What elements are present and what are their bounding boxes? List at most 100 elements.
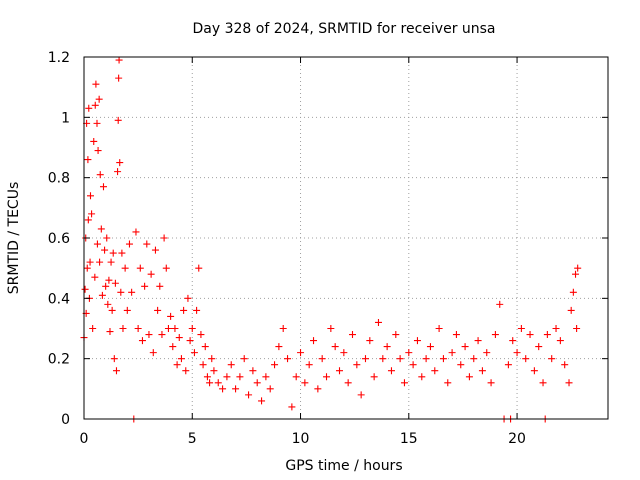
data-point [128,288,136,296]
data-point [310,337,318,345]
data-point [90,137,98,145]
data-point [279,325,287,332]
data-point [117,288,125,296]
data-point [327,325,335,332]
data-point [318,355,326,363]
data-point [188,325,196,332]
data-point [448,349,456,357]
data-point [93,119,101,127]
data-point [383,343,391,351]
data-point [106,328,114,336]
data-point [115,74,123,82]
data-point [513,349,521,357]
data-point [151,246,159,254]
data-point [561,361,569,369]
data-point [240,355,248,363]
data-point [208,355,216,363]
data-point [203,373,211,381]
data-point [236,373,244,381]
data-point [110,355,118,363]
data-point [543,331,551,339]
y-axis-label: SRMTID / TECUs [6,182,22,295]
data-point [199,361,207,369]
data-point [232,385,240,393]
data-point [357,391,365,399]
y-tick-label: 1 [61,110,70,126]
data-point [249,367,257,375]
data-point [266,385,274,393]
data-point [107,258,115,266]
data-point [284,355,292,363]
data-point [465,373,473,381]
data-point [539,379,547,387]
data-point [182,367,190,375]
data-point [392,331,400,339]
data-point [195,264,203,272]
data-point [88,210,96,218]
data-point [478,367,486,375]
data-point [418,373,426,381]
data-point [175,334,183,342]
data-point [574,264,582,272]
data-point [405,349,413,357]
data-point [253,379,261,387]
data-point [314,385,322,393]
data-point [84,216,92,224]
x-tick-label: 20 [508,431,526,447]
data-point [206,379,214,387]
data-point [177,355,185,363]
data-point [426,343,434,351]
x-tick-label: 5 [188,431,197,447]
data-point [340,349,348,357]
data-point [108,306,116,314]
data-point [271,361,279,369]
x-axis-label: GPS time / hours [285,458,402,474]
data-point [210,367,218,375]
data-point [522,355,530,363]
data-point [95,95,103,103]
axis-tick-labels: 0 5 10 15 20 0 0.2 0.4 0.6 0.8 1 1.2 [48,50,526,447]
data-point [121,264,129,272]
data-point [370,373,378,381]
data-point [387,367,395,375]
x-tick-label: 15 [400,431,418,447]
data-point [331,343,339,351]
data-point [164,325,172,332]
data-point [115,56,123,64]
data-point [461,343,469,351]
data-point [99,183,107,191]
data-point [86,258,94,266]
data-point [572,270,580,278]
data-point [258,397,266,405]
data-point [452,331,460,339]
data-point [353,361,361,369]
data-point [530,367,538,375]
data-point [348,331,356,339]
data-point [548,355,556,363]
data-point [123,306,131,314]
data-point [91,273,99,281]
data-point [136,264,144,272]
data-point [171,325,179,332]
data-point [556,337,564,345]
data-point [167,312,175,320]
data-point [201,343,209,351]
data-point [227,361,235,369]
data-point [173,361,181,369]
data-point [435,325,443,332]
data-point [470,355,478,363]
data-point [422,355,430,363]
data-point [262,373,270,381]
data-point [517,325,525,332]
data-point [413,337,421,345]
y-tick-label: 0.8 [48,171,70,187]
data-point [344,379,352,387]
data-point [292,373,300,381]
x-tick-label: 0 [80,431,89,447]
data-point [288,403,296,411]
data-point [111,279,119,287]
data-point [197,331,205,339]
data-point [94,147,102,155]
data-point [103,234,111,242]
